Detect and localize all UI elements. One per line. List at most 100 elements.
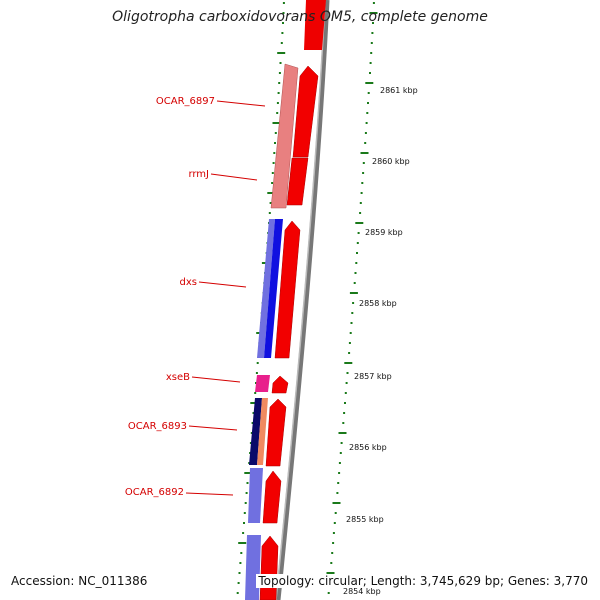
major-tick [360,152,369,154]
minor-tick [237,582,240,584]
minor-tick [340,442,343,444]
forward-gene-arrow [265,398,287,467]
minor-tick [364,142,367,144]
reverse-gene [245,535,261,600]
minor-tick [348,352,351,354]
minor-tick [280,42,283,44]
minor-tick [250,432,253,434]
forward-gene [304,0,326,50]
forward-gene [286,157,309,206]
minor-tick [327,592,330,594]
minor-tick [370,52,373,54]
minor-tick [343,412,346,414]
scale-label: 2855 kbp [346,515,384,524]
minor-tick [334,512,337,514]
minor-tick [274,142,276,144]
gene-labels: OCAR_6897 rrmJ dxs xseB OCAR_6893 OCAR_6… [125,96,215,498]
major-tick [338,432,347,434]
minor-tick [372,2,375,4]
scale-label: 2854 kbp [343,587,381,596]
minor-tick [254,392,257,394]
minor-tick [245,492,248,494]
minor-tick [243,522,245,524]
forward-gene-arrow [292,65,319,158]
minor-tick [345,382,348,384]
minor-tick [281,32,284,34]
forward-gene-arrow [271,375,289,394]
minor-tick [349,332,352,334]
minor-tick [243,512,246,514]
minor-tick [366,112,369,114]
gene-ocar-6897 [270,63,299,209]
gene-dxs-left [257,219,275,358]
label-line-dxs [198,281,247,288]
gene-ocar-6892 [248,468,263,523]
scale-labels: 2861 kbp 2860 kbp 2859 kbp 2858 kbp 2857… [343,86,418,596]
outer-tick-track [326,2,378,594]
minor-tick [279,62,282,64]
minor-tick [276,112,279,114]
minor-tick [274,132,277,134]
minor-tick [276,102,279,104]
minor-tick [256,362,259,364]
minor-tick [336,492,339,494]
minor-tick [333,522,336,524]
major-tick [267,192,276,194]
minor-tick [371,32,374,34]
minor-tick [244,502,247,504]
minor-tick [339,452,342,454]
major-tick [238,542,247,544]
minor-tick [338,472,341,474]
gene-label: OCAR_6893 [128,421,187,432]
minor-tick [252,412,255,414]
forward-gene-arrow [259,535,279,600]
major-tick [272,122,281,124]
minor-tick [344,402,346,404]
minor-tick [359,212,362,214]
label-line-ocar-6893 [188,425,238,431]
scale-label: 2857 kbp [354,372,392,381]
minor-tick [268,212,271,214]
gene-dxs-right [264,219,283,358]
minor-tick [365,122,368,124]
minor-tick [367,92,370,94]
gene-label: rrmJ [188,169,209,180]
genome-backbone-highlight [275,0,326,600]
minor-tick [269,202,272,204]
minor-tick [337,482,340,484]
minor-tick [364,132,367,134]
minor-tick [238,572,241,574]
minor-tick [351,312,354,314]
gene-xseb [255,375,270,392]
minor-tick [249,442,252,444]
major-tick [369,12,378,14]
minor-tick [271,172,274,174]
accession-text: Accession: NC_011386 [9,574,150,588]
minor-tick [356,242,359,244]
major-tick [355,222,364,224]
minor-tick [367,102,369,104]
gene-ocar-6893-left [249,398,262,465]
minor-tick [272,162,275,164]
minor-tick [369,62,372,64]
label-line-xseb [191,376,241,383]
minor-tick [332,532,335,534]
label-line-ocar-6892 [185,492,234,496]
map-title: Oligotropha carboxidovorans OM5, complet… [112,9,488,25]
minor-tick [236,592,239,594]
minor-tick [278,72,281,74]
minor-tick [251,422,254,424]
major-tick [250,402,259,404]
minor-tick [361,182,364,184]
major-tick [326,572,335,574]
minor-tick [357,232,360,234]
minor-tick [348,342,351,344]
minor-tick [344,392,347,394]
gene-label: OCAR_6892 [125,487,184,498]
minor-tick [277,92,280,94]
scale-label: 2856 kbp [349,443,387,452]
minor-tick [282,2,285,4]
minor-tick [359,202,362,204]
forward-gene-arrow [274,220,301,359]
